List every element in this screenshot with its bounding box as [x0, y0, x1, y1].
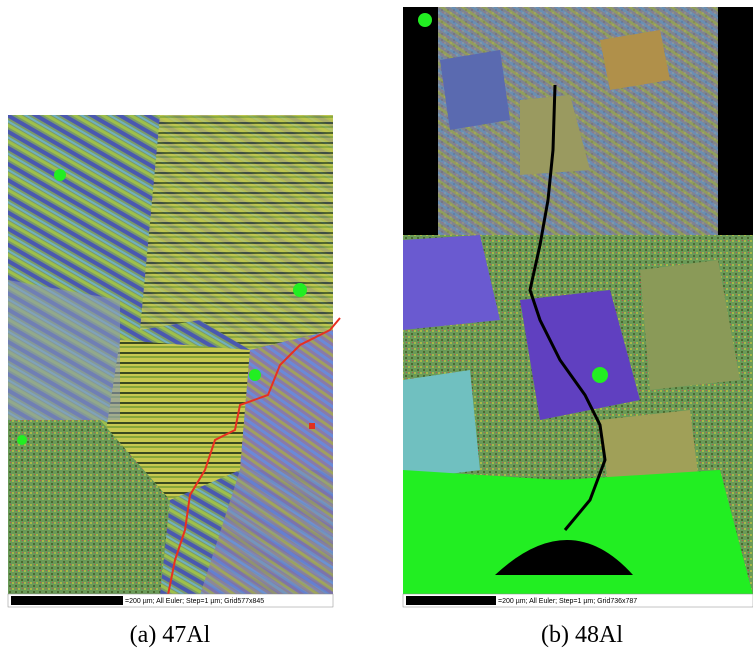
scale-bar-b: =200 µm; All Euler; Step=1 µm; Grid736x7…	[402, 593, 753, 608]
scale-bar-text: =200 µm; All Euler; Step=1 µm; Grid577x8…	[125, 598, 264, 605]
map-b	[403, 7, 753, 595]
map-a	[8, 115, 341, 596]
caption: (a) 47Al	[130, 622, 211, 648]
scale-bar-text: =200 µm; All Euler; Step=1 µm; Grid736x7…	[498, 598, 637, 605]
caption: (b) 48Al	[541, 622, 623, 648]
scale-bar-a: =200 µm; All Euler; Step=1 µm; Grid577x8…	[7, 593, 334, 608]
